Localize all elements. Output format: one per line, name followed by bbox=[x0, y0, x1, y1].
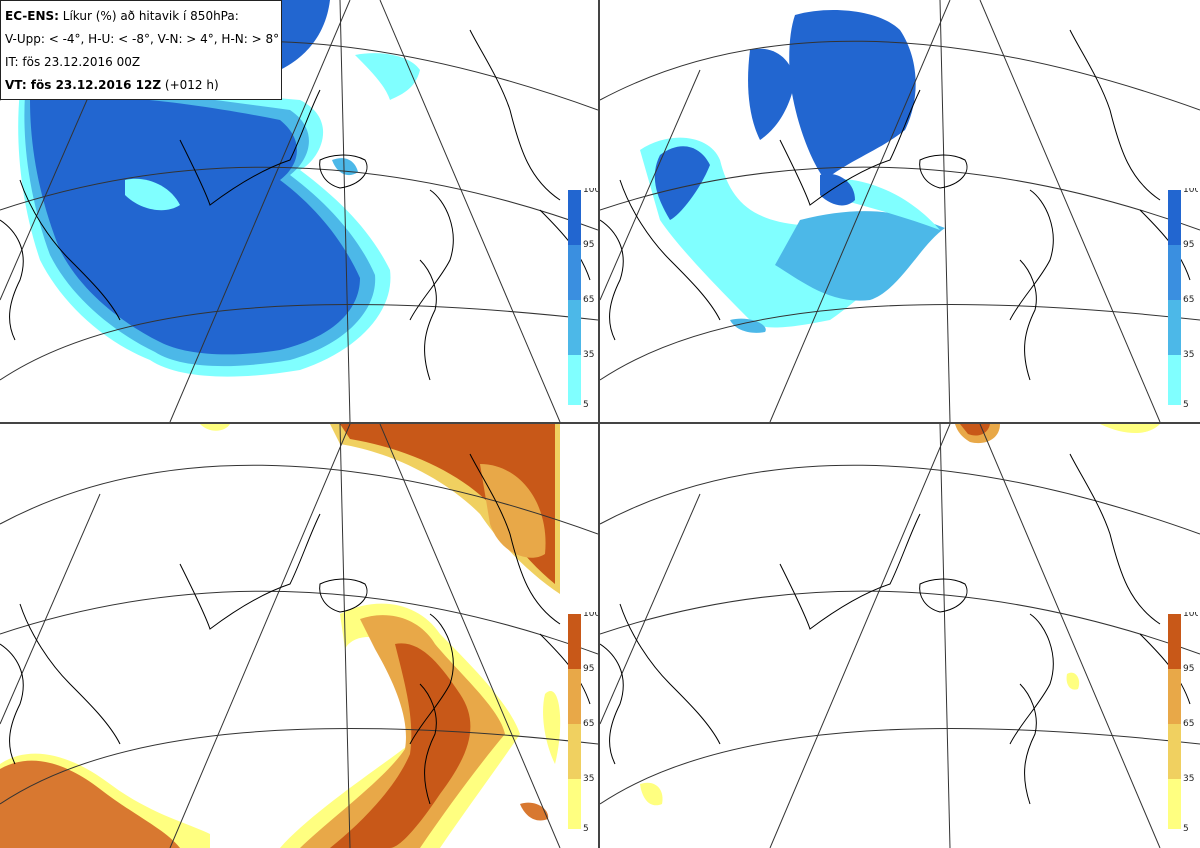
tick-65: 65 bbox=[1183, 719, 1194, 729]
tick-95: 95 bbox=[583, 240, 594, 250]
info-line-3: IT: fös 23.12.2016 00Z bbox=[5, 55, 141, 69]
tick-5: 5 bbox=[1183, 400, 1189, 408]
prob-field-v-n bbox=[0, 424, 561, 848]
graticule-h-u bbox=[600, 0, 1200, 422]
coastlines-v-n bbox=[0, 453, 591, 805]
tick-35: 35 bbox=[583, 350, 594, 360]
panel-h-u: 100 95 65 35 5 bbox=[600, 0, 1200, 422]
tick-100: 100 bbox=[583, 188, 598, 195]
graticule-h-n bbox=[600, 424, 1200, 848]
tick-5: 5 bbox=[1183, 824, 1189, 832]
panel-divider-horizontal bbox=[0, 422, 1200, 424]
prob-field-h-u bbox=[640, 10, 945, 333]
colorbar-v-n: 100 95 65 35 5 bbox=[568, 612, 598, 832]
tick-35: 35 bbox=[583, 774, 594, 784]
tick-35: 35 bbox=[1183, 774, 1194, 784]
info-model: EC-ENS: bbox=[5, 9, 59, 23]
info-lead-time: (+012 h) bbox=[164, 78, 219, 92]
tick-5: 5 bbox=[583, 400, 589, 408]
prob-field-h-n bbox=[640, 424, 1160, 806]
tick-65: 65 bbox=[1183, 295, 1194, 305]
tick-95: 95 bbox=[1183, 240, 1194, 250]
tick-100: 100 bbox=[583, 612, 598, 619]
map-h-u bbox=[600, 0, 1200, 422]
tick-65: 65 bbox=[583, 295, 594, 305]
tick-5: 5 bbox=[583, 824, 589, 832]
colorbar-h-n: 100 95 65 35 5 bbox=[1168, 612, 1198, 832]
panel-divider-vertical bbox=[598, 0, 600, 848]
tick-95: 95 bbox=[583, 664, 594, 674]
map-h-n bbox=[600, 424, 1200, 848]
tick-100: 100 bbox=[1183, 188, 1198, 195]
info-line-4: VT: fös 23.12.2016 12Z (+012 h) bbox=[5, 74, 281, 97]
tick-65: 65 bbox=[583, 719, 594, 729]
map-v-upp bbox=[0, 0, 598, 422]
colorbar-h-u: 100 95 65 35 5 bbox=[1168, 188, 1198, 408]
coastlines-h-n bbox=[600, 453, 1191, 805]
tick-95: 95 bbox=[1183, 664, 1194, 674]
info-line-2: V-Upp: < -4°, H-U: < -8°, V-N: > 4°, H-N… bbox=[5, 32, 280, 46]
tick-35: 35 bbox=[1183, 350, 1194, 360]
info-line-1: EC-ENS: Líkur (%) að hitavik í 850hPa: bbox=[5, 5, 281, 28]
panel-h-n: 100 95 65 35 5 bbox=[600, 424, 1200, 848]
tick-100: 100 bbox=[1183, 612, 1198, 619]
map-v-n bbox=[0, 424, 598, 848]
colorbar-v-upp: 100 95 65 35 5 bbox=[568, 188, 598, 408]
info-valid-time: VT: fös 23.12.2016 12Z bbox=[5, 78, 162, 92]
panel-v-upp: 100 95 65 35 5 EC-ENS: Líkur (%) að hita… bbox=[0, 0, 598, 422]
prob-field-v-upp bbox=[18, 0, 420, 377]
info-box: EC-ENS: Líkur (%) að hitavik í 850hPa: V… bbox=[0, 0, 282, 100]
info-description: Líkur (%) að hitavik í 850hPa: bbox=[62, 9, 239, 23]
panel-v-n: 100 95 65 35 5 bbox=[0, 424, 598, 848]
